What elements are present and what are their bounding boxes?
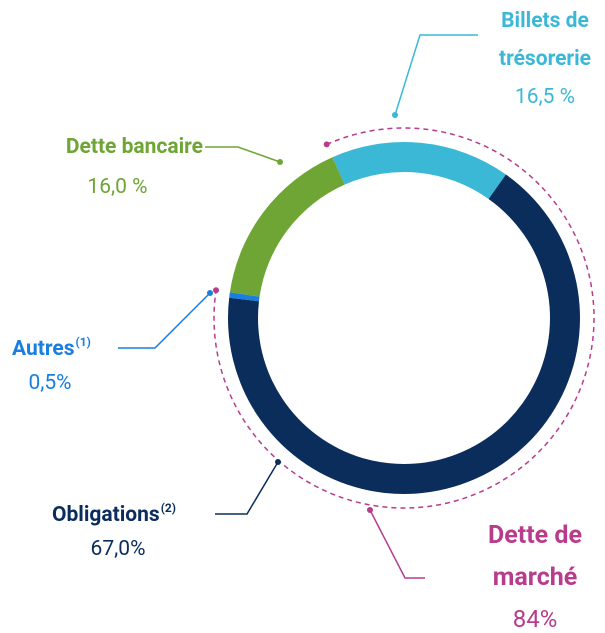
value-label: 16,0 % xyxy=(87,175,148,199)
category-label: Obligations(2) xyxy=(52,489,176,534)
value-label: 67,0% xyxy=(90,537,146,561)
group-label: Dette de marché xyxy=(488,521,582,592)
donut-segment xyxy=(332,142,506,199)
category-note: (1) xyxy=(75,335,91,349)
group-arc-end xyxy=(213,287,220,294)
leader-line xyxy=(394,34,478,116)
leader-line xyxy=(205,146,281,163)
leader-dot xyxy=(367,507,373,513)
leader-dot xyxy=(392,112,398,118)
leader-line xyxy=(215,461,279,515)
group-value-label: 84% xyxy=(512,605,558,633)
donut-segment xyxy=(229,157,345,297)
group-arc-end xyxy=(323,141,330,148)
category-note: (2) xyxy=(160,501,177,515)
category-name: Autres xyxy=(12,337,75,361)
leader-dot xyxy=(207,290,213,296)
category-label: Dette bancaire xyxy=(65,135,203,159)
category-name: Obligations xyxy=(52,503,160,527)
value-label: 0,5% xyxy=(28,371,72,395)
value-label: 16,5 % xyxy=(514,85,576,109)
leader-line xyxy=(118,292,211,349)
category-label: Autres(1) xyxy=(12,323,91,368)
leader-line xyxy=(369,509,425,579)
leader-dot xyxy=(275,459,281,465)
donut xyxy=(213,127,595,509)
leaders xyxy=(118,34,478,579)
category-label: Billets de trésorerie xyxy=(498,9,591,71)
leader-dot xyxy=(277,159,283,165)
donut-segment xyxy=(229,292,260,302)
group-arc xyxy=(213,127,595,509)
